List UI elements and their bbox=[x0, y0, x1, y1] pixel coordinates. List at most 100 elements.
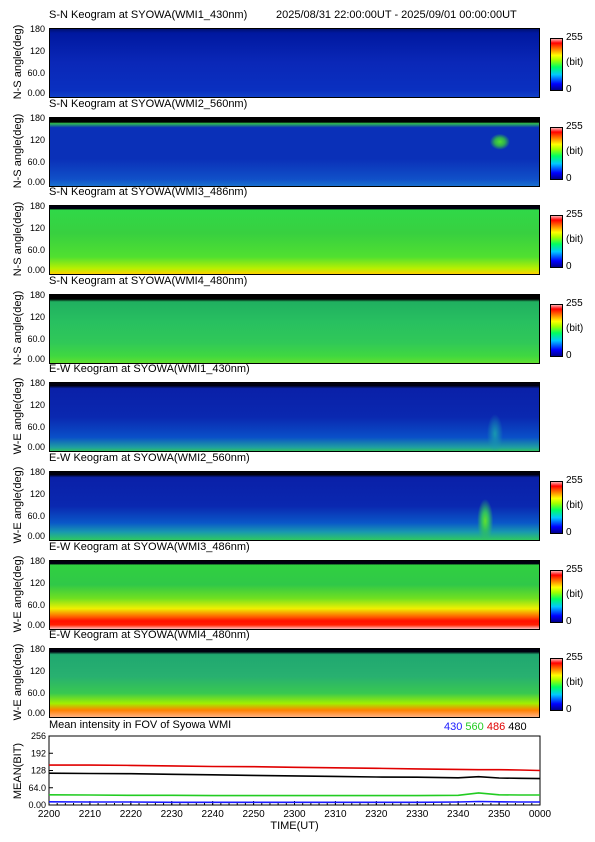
keogram-ytick: 60.0 bbox=[27, 600, 45, 610]
date-range: 2025/08/31 22:00:00UT - 2025/09/01 00:00… bbox=[276, 9, 517, 21]
series-line-430 bbox=[48, 800, 540, 804]
colorbar-unit-label: (bit) bbox=[566, 146, 584, 157]
keogram-image-7 bbox=[49, 560, 540, 630]
keogram-ytick: 60.0 bbox=[27, 422, 45, 432]
keogram-title-6: E-W Keogram at SYOWA(WMI2_560nm) bbox=[49, 452, 250, 464]
colorbar-max-label: 255 bbox=[566, 652, 583, 663]
colorbar-max-label: 255 bbox=[566, 298, 583, 309]
keogram-title-1: S-N Keogram at SYOWA(WMI1_430nm) bbox=[49, 9, 248, 21]
keogram-ytick: 120 bbox=[29, 223, 45, 233]
keogram-ytick: 0.00 bbox=[27, 88, 45, 98]
colorbar-unit-label: (bit) bbox=[566, 323, 584, 334]
keogram-ytick: 180 bbox=[29, 113, 45, 123]
colorbar-max-label: 255 bbox=[566, 209, 583, 220]
keogram-image-2 bbox=[49, 117, 540, 187]
keogram-ytick: 180 bbox=[29, 467, 45, 477]
colorbar-unit-label: (bit) bbox=[566, 677, 584, 688]
keogram-ytick: 120 bbox=[29, 578, 45, 588]
colorbar-unit-label: (bit) bbox=[566, 500, 584, 511]
colorbar-min-label: 0 bbox=[566, 616, 572, 627]
mean-ylabel: MEAN(BIT) bbox=[12, 742, 24, 800]
keogram-ytick: 180 bbox=[29, 201, 45, 211]
colorbar-max-label: 255 bbox=[566, 121, 583, 132]
keogram-ytick: 60.0 bbox=[27, 157, 45, 167]
keogram-ytick: 120 bbox=[29, 46, 45, 56]
colorbar-min-label: 0 bbox=[566, 84, 572, 95]
colorbar-min-label: 0 bbox=[566, 704, 572, 715]
colorbar-6 bbox=[550, 481, 563, 534]
x-tick-label: 2310 bbox=[324, 809, 347, 820]
legend-486: 486 bbox=[486, 721, 506, 733]
keogram-ytick: 120 bbox=[29, 312, 45, 322]
keogram-ytick: 60.0 bbox=[27, 334, 45, 344]
x-tick-label: 2210 bbox=[79, 809, 102, 820]
x-tick-label: 2200 bbox=[38, 809, 61, 820]
keogram-ytick: 120 bbox=[29, 400, 45, 410]
x-axis-label: TIME(UT) bbox=[270, 820, 318, 832]
colorbar-max-label: 255 bbox=[566, 32, 583, 43]
keogram-ytick: 0.00 bbox=[27, 442, 45, 452]
keogram-image-5 bbox=[49, 382, 540, 452]
colorbar-1 bbox=[550, 38, 563, 91]
keogram-ytick: 60.0 bbox=[27, 688, 45, 698]
y-tick-label: 64.0 bbox=[28, 783, 46, 793]
colorbar-8 bbox=[550, 658, 563, 711]
keogram-ytick: 180 bbox=[29, 290, 45, 300]
colorbar-min-label: 0 bbox=[566, 350, 572, 361]
x-tick-label: 2250 bbox=[242, 809, 265, 820]
colorbar-unit-label: (bit) bbox=[566, 57, 584, 68]
keogram-ytick: 0.00 bbox=[27, 265, 45, 275]
y-tick-label: 192 bbox=[31, 748, 46, 758]
x-tick-label: 2330 bbox=[406, 809, 429, 820]
keogram-ytick: 120 bbox=[29, 489, 45, 499]
keogram-ytick: 0.00 bbox=[27, 620, 45, 630]
keogram-title-4: S-N Keogram at SYOWA(WMI4_480nm) bbox=[49, 275, 248, 287]
mean-plot-frame bbox=[48, 735, 541, 806]
colorbar-max-label: 255 bbox=[566, 475, 583, 486]
keogram-title-2: S-N Keogram at SYOWA(WMI2_560nm) bbox=[49, 98, 248, 110]
keogram-ytick: 180 bbox=[29, 556, 45, 566]
keogram-image-1 bbox=[49, 28, 540, 98]
keogram-title-5: E-W Keogram at SYOWA(WMI1_430nm) bbox=[49, 363, 250, 375]
keogram-image-8 bbox=[49, 648, 540, 718]
x-tick-label: 2320 bbox=[365, 809, 388, 820]
x-tick-label: 2240 bbox=[202, 809, 225, 820]
mean-legend: 430 560 486 480 bbox=[444, 721, 527, 733]
keogram-ytick: 120 bbox=[29, 666, 45, 676]
keogram-title-7: E-W Keogram at SYOWA(WMI3_486nm) bbox=[49, 541, 250, 553]
keogram-ytick: 180 bbox=[29, 24, 45, 34]
keogram-ytick: 0.00 bbox=[27, 177, 45, 187]
colorbar-unit-label: (bit) bbox=[566, 589, 584, 600]
colorbar-min-label: 0 bbox=[566, 261, 572, 272]
x-tick-label: 2350 bbox=[488, 809, 511, 820]
colorbar-2 bbox=[550, 127, 563, 180]
series-line-480 bbox=[48, 772, 541, 780]
keogram-image-4 bbox=[49, 294, 540, 364]
keogram-ytick: 0.00 bbox=[27, 708, 45, 718]
x-tick-label: 2230 bbox=[161, 809, 184, 820]
colorbar-min-label: 0 bbox=[566, 527, 572, 538]
keogram-ytick: 60.0 bbox=[27, 511, 45, 521]
x-tick-label: 2340 bbox=[447, 809, 470, 820]
keogram-ytick: 60.0 bbox=[27, 68, 45, 78]
keogram-ytick: 180 bbox=[29, 378, 45, 388]
colorbar-max-label: 255 bbox=[566, 564, 583, 575]
x-tick-label: 0000 bbox=[529, 809, 552, 820]
legend-480: 480 bbox=[508, 721, 527, 733]
keogram-ytick: 60.0 bbox=[27, 245, 45, 255]
colorbar-min-label: 0 bbox=[566, 173, 572, 184]
keogram-ytick: 120 bbox=[29, 135, 45, 145]
legend-560: 560 bbox=[465, 721, 484, 733]
keogram-title-8: E-W Keogram at SYOWA(WMI4_480nm) bbox=[49, 629, 250, 641]
x-tick-label: 2300 bbox=[283, 809, 306, 820]
colorbar-4 bbox=[550, 304, 563, 357]
y-tick-label: 128 bbox=[31, 766, 46, 776]
colorbar-3 bbox=[550, 215, 563, 268]
keogram-image-6 bbox=[49, 471, 540, 541]
keogram-title-3: S-N Keogram at SYOWA(WMI3_486nm) bbox=[49, 186, 248, 198]
keogram-ytick: 0.00 bbox=[27, 531, 45, 541]
series-line-560 bbox=[48, 792, 540, 797]
keogram-ytick: 0.00 bbox=[27, 354, 45, 364]
keogram-image-3 bbox=[49, 205, 540, 275]
